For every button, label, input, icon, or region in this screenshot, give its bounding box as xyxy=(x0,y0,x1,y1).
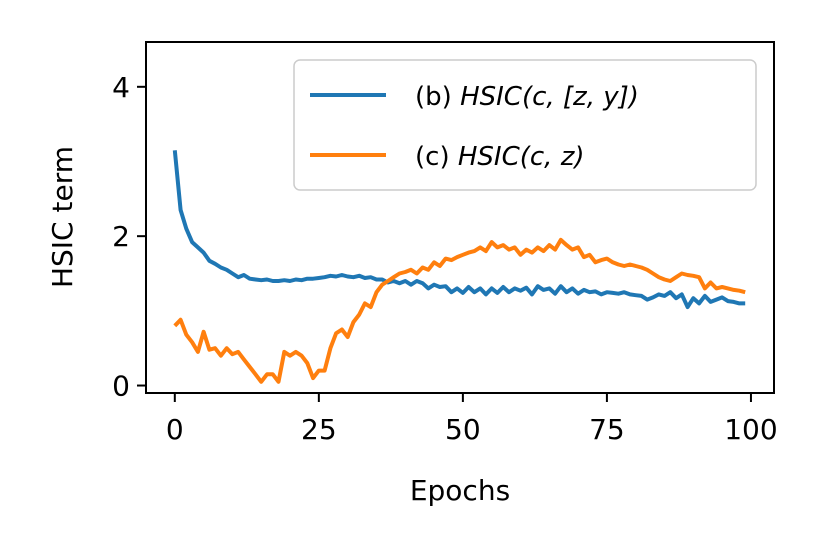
x-tick-label: 0 xyxy=(166,413,184,446)
plot-frame xyxy=(145,41,775,394)
legend-entry-c-math: HSIC(c, z) xyxy=(458,142,585,172)
legend: (b) HSIC(c, [z, y]) (c) HSIC(c, z) xyxy=(293,59,757,191)
series-layer xyxy=(172,150,746,384)
y-tick-label: 0 xyxy=(112,370,130,403)
legend-box xyxy=(293,59,757,191)
x-axis-label: Epochs xyxy=(410,474,510,507)
legend-entry-b-prefix: (b) xyxy=(415,82,460,112)
series-line-c xyxy=(173,237,746,384)
x-tick-label: 50 xyxy=(445,413,481,446)
legend-entry-c: (c) HSIC(c, z) xyxy=(415,142,585,172)
legend-entry-b-math: HSIC(c, [z, y]) xyxy=(460,82,639,112)
x-tick-label: 75 xyxy=(589,413,625,446)
legend-entry-b: (b) HSIC(c, [z, y]) xyxy=(415,82,639,112)
x-tick-label: 25 xyxy=(301,413,337,446)
y-axis-ticks: 0 2 4 xyxy=(112,71,146,403)
y-tick-label: 4 xyxy=(112,71,130,104)
legend-entry-c-prefix: (c) xyxy=(415,142,458,172)
x-axis-ticks: 0 25 50 75 100 xyxy=(166,393,778,446)
y-axis-label: HSIC term xyxy=(46,146,79,288)
y-tick-label: 2 xyxy=(112,220,130,253)
series-line-b xyxy=(172,150,746,310)
x-tick-label: 100 xyxy=(724,413,777,446)
